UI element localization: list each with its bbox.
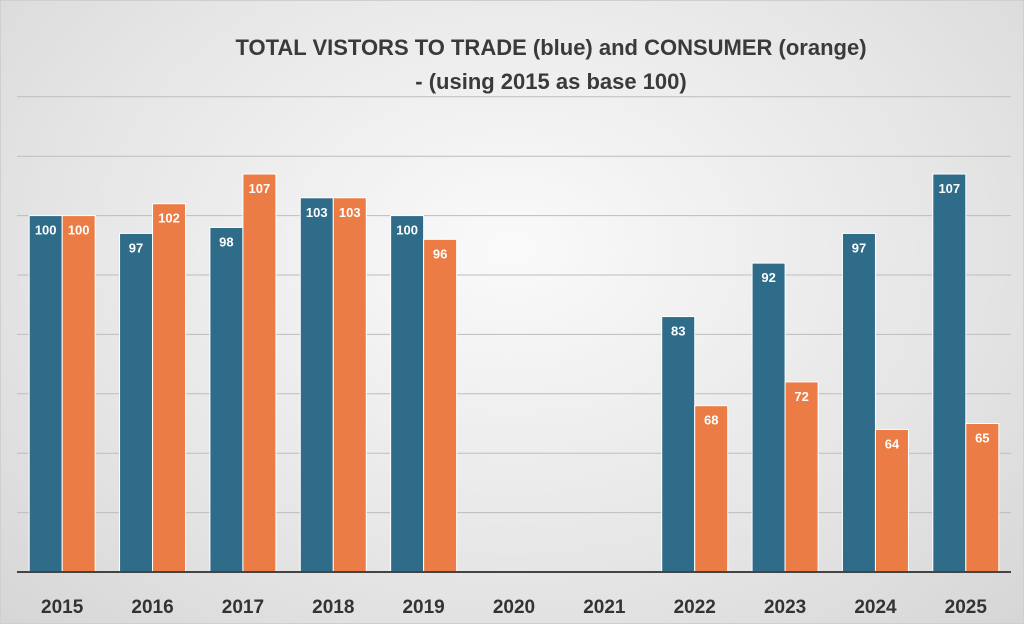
data-label-trade-2024: 97 xyxy=(852,240,866,255)
data-label-consumer-2025: 65 xyxy=(975,431,989,446)
bar-trade-2025 xyxy=(932,173,967,573)
data-label-trade-2022: 83 xyxy=(671,324,685,339)
data-label-consumer-2016: 102 xyxy=(158,211,180,226)
data-label-consumer-2018: 103 xyxy=(339,205,361,220)
chart-title-line1: TOTAL VISTORS TO TRADE (blue) and CONSUM… xyxy=(235,35,867,60)
data-label-trade-2025: 107 xyxy=(938,181,960,196)
bar-trade-2017 xyxy=(209,226,244,573)
bar-trade-2023 xyxy=(751,262,786,573)
x-tick-label-2018: 2018 xyxy=(312,597,354,618)
bar-consumer-2023 xyxy=(784,381,819,573)
x-tick-label-2015: 2015 xyxy=(41,597,84,618)
x-tick-label-2025: 2025 xyxy=(945,597,988,618)
x-tick-label-2024: 2024 xyxy=(854,597,897,618)
bar-trade-2022 xyxy=(661,316,696,573)
bar-trade-2016 xyxy=(119,232,154,573)
x-tick-label-2016: 2016 xyxy=(131,597,173,618)
bar-consumer-2024 xyxy=(874,428,909,573)
data-label-trade-2017: 98 xyxy=(219,234,233,249)
bar-consumer-2016 xyxy=(152,203,187,573)
data-label-trade-2018: 103 xyxy=(306,205,328,220)
x-tick-label-2019: 2019 xyxy=(402,597,444,618)
bar-trade-2024 xyxy=(841,232,876,573)
bar-consumer-2025 xyxy=(965,423,1000,573)
x-tick-label-2017: 2017 xyxy=(222,597,264,618)
x-tick-label-2022: 2022 xyxy=(674,597,716,618)
data-label-consumer-2023: 72 xyxy=(794,389,808,404)
bar-consumer-2018 xyxy=(332,197,367,573)
bar-trade-2015 xyxy=(28,215,63,573)
data-label-consumer-2022: 68 xyxy=(704,413,718,428)
data-label-trade-2016: 97 xyxy=(129,240,143,255)
data-label-trade-2023: 92 xyxy=(761,270,775,285)
bar-consumer-2015 xyxy=(61,215,96,573)
data-label-trade-2015: 100 xyxy=(35,223,57,238)
bar-consumer-2022 xyxy=(694,405,729,573)
chart-title: TOTAL VISTORS TO TRADE (blue) and CONSUM… xyxy=(1,31,1024,99)
chart-subtitle: - (using 2015 as base 100) xyxy=(415,69,687,94)
x-tick-label-2023: 2023 xyxy=(764,597,806,618)
data-label-consumer-2015: 100 xyxy=(68,223,90,238)
bar-consumer-2019 xyxy=(423,238,458,573)
x-tick-label-2021: 2021 xyxy=(583,597,626,618)
bar-consumer-2017 xyxy=(242,173,277,573)
data-label-consumer-2019: 96 xyxy=(433,246,447,261)
x-tick-label-2020: 2020 xyxy=(493,597,535,618)
bar-trade-2018 xyxy=(299,197,334,573)
data-label-trade-2019: 100 xyxy=(396,223,418,238)
data-label-consumer-2017: 107 xyxy=(249,181,271,196)
data-label-consumer-2024: 64 xyxy=(885,436,900,451)
bar-trade-2019 xyxy=(390,215,425,573)
